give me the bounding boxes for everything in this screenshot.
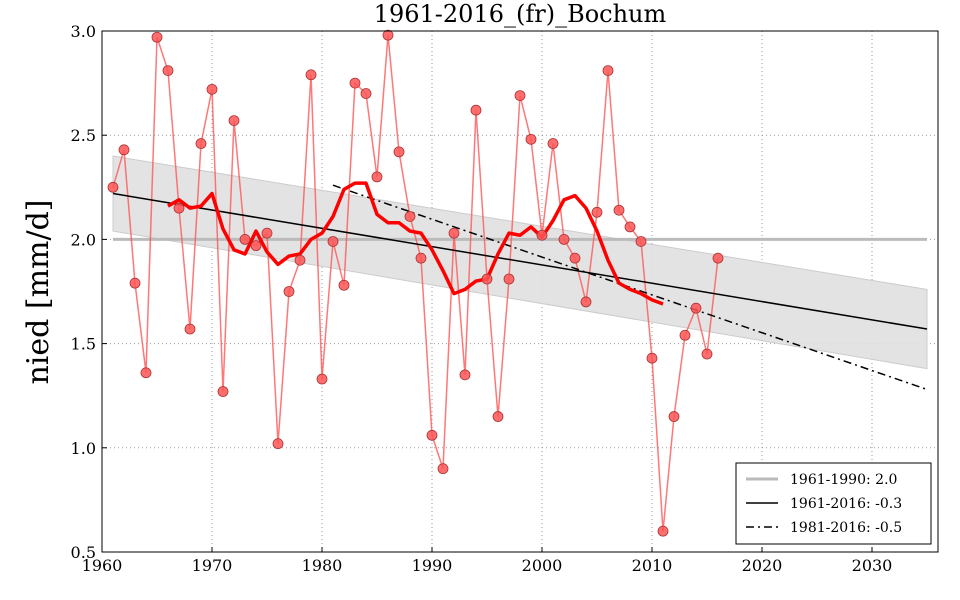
data-point	[250, 240, 262, 252]
data-point	[360, 88, 372, 99]
x-tick-label: 1970	[192, 556, 233, 575]
data-point	[404, 211, 416, 222]
data-point	[140, 367, 152, 379]
data-point	[272, 438, 284, 450]
x-tick-label: 1960	[82, 556, 123, 575]
trend-confidence-band	[112, 155, 928, 370]
data-point	[305, 69, 317, 81]
data-point	[525, 133, 537, 145]
data-point	[426, 429, 438, 441]
data-point	[129, 277, 141, 289]
x-tick-label: 1990	[412, 556, 453, 575]
data-point	[470, 104, 482, 116]
data-point	[712, 252, 724, 264]
data-point	[448, 227, 460, 239]
data-point	[437, 463, 449, 475]
data-point	[206, 83, 218, 95]
smoothed-line	[167, 181, 664, 306]
y-tick-label: 1.5	[71, 335, 96, 354]
data-point	[591, 206, 603, 218]
data-point	[668, 411, 680, 422]
data-point	[283, 286, 295, 297]
y-tick-label: 2.5	[71, 126, 96, 145]
data-point	[646, 352, 658, 364]
trend-line-1961-2016	[112, 192, 928, 330]
x-tick-label: 1980	[302, 556, 343, 575]
legend: 1961-1990: 2.0 1961-2016: -0.3 1981-2016…	[735, 462, 932, 545]
data-point	[371, 171, 383, 183]
x-tick-label: 2020	[742, 556, 783, 575]
data-point	[635, 236, 647, 247]
data-point	[107, 181, 119, 193]
observed-points	[107, 29, 724, 537]
data-point	[547, 138, 559, 149]
plot-frame	[101, 30, 939, 553]
data-point	[679, 329, 691, 341]
data-point	[624, 221, 636, 233]
data-point	[228, 115, 240, 127]
x-tick-label: 2030	[852, 556, 893, 575]
data-point	[162, 65, 174, 76]
data-point	[349, 77, 361, 89]
x-tick-label: 2000	[522, 556, 563, 575]
data-point	[151, 31, 163, 43]
data-point	[217, 386, 229, 397]
data-point	[184, 323, 196, 335]
data-point	[393, 146, 405, 158]
data-point	[492, 411, 504, 422]
data-point	[415, 252, 427, 264]
data-point	[558, 233, 570, 245]
data-point	[481, 273, 493, 285]
data-point	[503, 273, 515, 285]
y-tick-label: 3.0	[71, 22, 96, 41]
data-point	[338, 279, 350, 291]
data-point	[239, 233, 251, 245]
data-point	[536, 229, 548, 241]
data-point	[294, 254, 306, 266]
legend-label-reference: 1961-1990: 2.0	[790, 472, 897, 488]
chart-title: 1961-2016_(fr)_Bochum	[374, 0, 667, 28]
data-point	[316, 373, 328, 385]
data-point	[382, 29, 394, 41]
data-point	[261, 227, 273, 239]
data-point	[569, 252, 581, 264]
axis-ticks: 1960 1970 1980 1990 2000 2010 2020 2030 0.5 1.0 1.…	[71, 22, 893, 575]
data-point	[613, 204, 625, 216]
data-point	[173, 202, 185, 214]
legend-label-trend-recent: 1981-2016: -0.5	[790, 520, 902, 536]
legend-label-trend-all: 1961-2016: -0.3	[790, 496, 902, 512]
trend-line-1981-2016	[332, 184, 928, 391]
y-tick-label: 2.0	[71, 230, 96, 249]
y-tick-label: 1.0	[71, 439, 96, 458]
y-tick-label: 0.5	[71, 543, 96, 562]
x-tick-label: 2010	[632, 556, 673, 575]
data-point	[118, 144, 130, 156]
data-point	[657, 525, 669, 537]
confidence-band	[112, 155, 928, 370]
data-point	[514, 90, 526, 102]
data-point	[701, 348, 713, 360]
data-point	[690, 302, 702, 314]
data-point	[459, 369, 471, 381]
y-axis-label: nied [mm/d]	[21, 199, 56, 384]
data-point	[195, 138, 207, 149]
data-point	[602, 65, 614, 76]
observed-line	[112, 35, 719, 532]
data-point	[580, 296, 592, 308]
data-point	[327, 236, 339, 247]
